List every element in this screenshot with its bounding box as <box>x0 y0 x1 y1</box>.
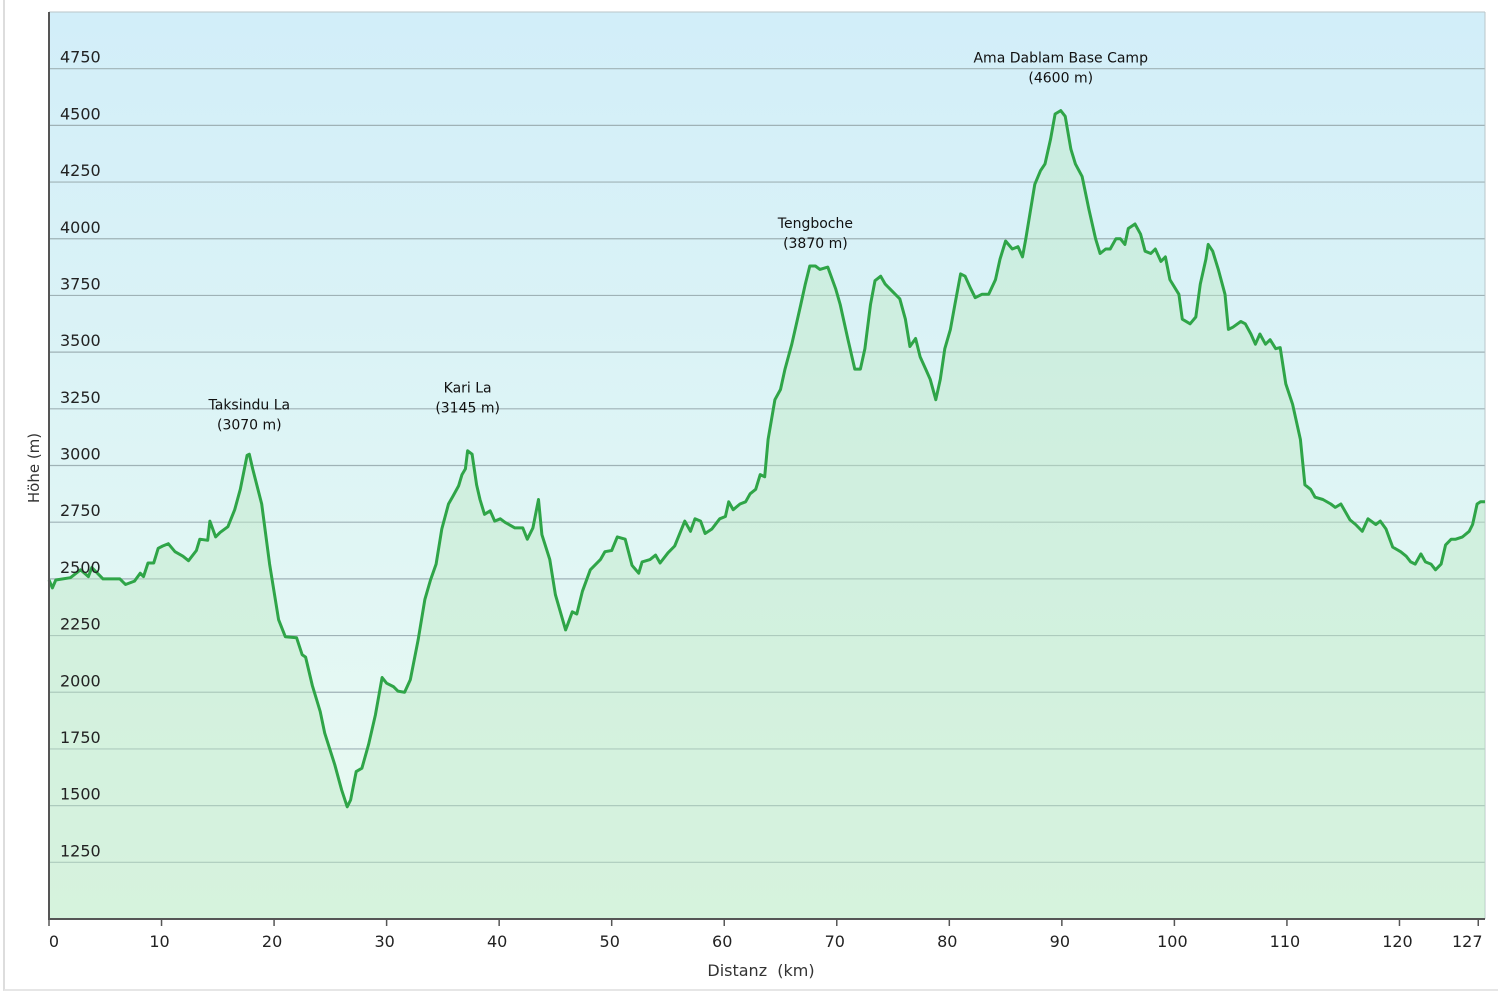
y-tick-label: 3250 <box>60 388 101 407</box>
annotation-elevation: (3145 m) <box>435 401 500 417</box>
x-tick-label: 100 <box>1157 932 1188 951</box>
y-axis-label: Höhe (m) <box>25 433 43 503</box>
y-tick-label: 4750 <box>60 48 101 67</box>
y-tick-label: 1250 <box>60 841 101 860</box>
x-tick-label: 10 <box>149 932 169 951</box>
y-tick-label: 4000 <box>60 218 101 237</box>
annotation-name: Tengboche <box>777 216 853 232</box>
y-tick-label: 3750 <box>60 274 101 293</box>
y-tick-label: 2750 <box>60 501 101 520</box>
annotation-name: Taksindu La <box>208 398 291 414</box>
x-tick-label: 40 <box>487 932 507 951</box>
y-tick-label: 4500 <box>60 104 101 123</box>
y-tick-label: 3000 <box>60 445 101 464</box>
x-tick-label: 20 <box>262 932 282 951</box>
x-tick-label: 90 <box>1050 932 1070 951</box>
annotation-elevation: (3070 m) <box>217 418 282 434</box>
x-tick-label: 80 <box>937 932 957 951</box>
annotation-elevation: (3870 m) <box>783 236 848 252</box>
annotation-elevation: (4600 m) <box>1028 71 1093 87</box>
x-tick-label: 127 <box>1452 932 1483 951</box>
y-tick-label: 2500 <box>60 558 101 577</box>
y-tick-label: 1500 <box>60 785 101 804</box>
x-tick-label: 70 <box>825 932 845 951</box>
y-tick-label: 2250 <box>60 615 101 634</box>
x-axis-label: Distanz (km) <box>707 961 814 980</box>
y-tick-label: 1750 <box>60 728 101 747</box>
annotation-name: Kari La <box>444 381 492 397</box>
chart-frame <box>3 0 1498 991</box>
x-tick-label: 0 <box>49 932 59 951</box>
x-tick-label: 110 <box>1270 932 1301 951</box>
x-tick-label: 120 <box>1382 932 1413 951</box>
x-tick-label: 50 <box>600 932 620 951</box>
elevation-line <box>47 109 1485 809</box>
y-tick-label: 4250 <box>60 161 101 180</box>
elevation-area-fill <box>49 110 1485 920</box>
y-tick-label: 2000 <box>60 671 101 690</box>
x-tick-label: 60 <box>712 932 732 951</box>
x-tick-label: 30 <box>374 932 394 951</box>
annotation-name: Ama Dablam Base Camp <box>973 51 1148 67</box>
y-tick-label: 3500 <box>60 331 101 350</box>
